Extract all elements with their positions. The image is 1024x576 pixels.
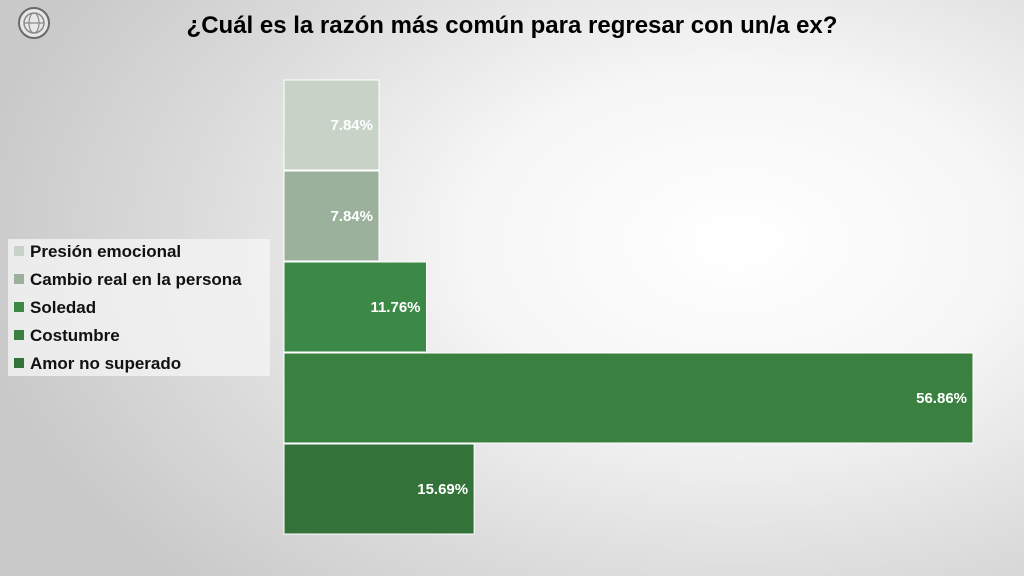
legend-item: Costumbre bbox=[14, 326, 120, 348]
bar-amor-no-superado bbox=[283, 352, 974, 444]
legend-label: Cambio real en la persona bbox=[30, 270, 242, 289]
globe-logo-icon bbox=[17, 6, 51, 40]
data-label: 56.86% bbox=[916, 390, 967, 407]
legend-label: Presión emocional bbox=[30, 242, 182, 261]
chart-legend: Presión emocional Cambio real en la pers… bbox=[8, 239, 270, 376]
bar-cambio-real-en-la-persona bbox=[283, 170, 380, 262]
chart-title: ¿Cuál es la razón más común para regresa… bbox=[186, 12, 838, 39]
data-label: 15.69% bbox=[417, 481, 468, 498]
legend-item: Cambio real en la persona bbox=[14, 270, 242, 292]
data-label: 7.84% bbox=[330, 117, 373, 134]
legend-item: Presión emocional bbox=[14, 242, 181, 264]
bar-presión-emocional bbox=[283, 79, 380, 171]
legend-item: Amor no superado bbox=[14, 354, 181, 376]
legend-swatch bbox=[14, 358, 24, 368]
data-label: 11.76% bbox=[370, 299, 420, 316]
legend-item: Soledad bbox=[14, 298, 96, 320]
legend-swatch bbox=[14, 274, 24, 284]
bar-soledad bbox=[283, 261, 428, 353]
legend-swatch bbox=[14, 246, 24, 256]
data-label: 7.84% bbox=[330, 208, 373, 225]
legend-label: Amor no superado bbox=[30, 354, 182, 373]
legend-label: Soledad bbox=[30, 298, 97, 317]
legend-swatch bbox=[14, 302, 24, 312]
legend-label: Costumbre bbox=[30, 326, 120, 345]
legend-swatch bbox=[14, 330, 24, 340]
bar-costumbre bbox=[283, 443, 475, 535]
